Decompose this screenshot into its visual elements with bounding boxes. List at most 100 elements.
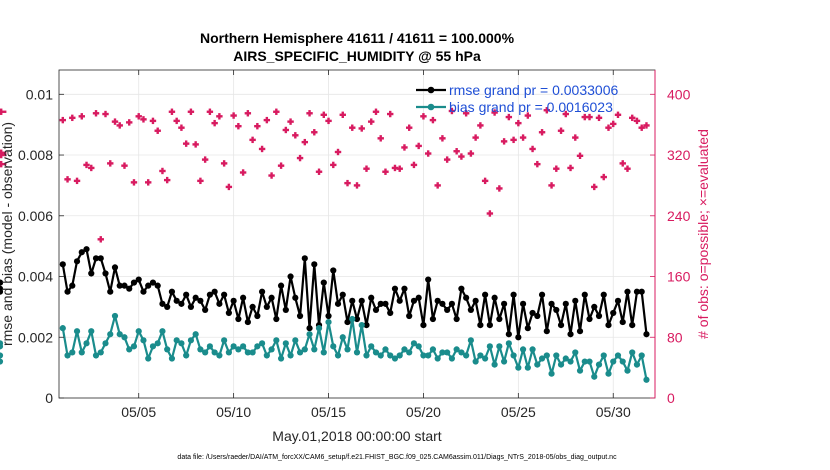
nobs-point-vertical <box>346 179 349 187</box>
nobs-point-vertical <box>104 110 107 118</box>
rmse-point <box>173 297 180 304</box>
rmse-point <box>463 294 470 301</box>
rmse-point <box>458 285 465 292</box>
nobs-point-vertical <box>156 127 159 134</box>
series-rmse <box>0 246 650 341</box>
nobs-point-vertical <box>90 164 93 172</box>
nobs-point-vertical <box>175 117 178 125</box>
nobs-point-vertical <box>498 185 501 192</box>
bias-point <box>581 358 588 365</box>
bias-point <box>225 349 232 356</box>
bias-point <box>463 352 470 359</box>
rmse-point <box>353 315 361 323</box>
rmse-point <box>439 300 446 307</box>
nobs-point-vertical <box>545 107 549 114</box>
y-axis-right-label: # of obs: o=possible; ×=evaluated <box>695 129 711 339</box>
bias-point <box>78 349 85 356</box>
legend-marker-rmse <box>427 86 435 94</box>
nobs-point-vertical <box>431 116 435 124</box>
bias-point <box>154 340 161 347</box>
nobs-point-vertical <box>109 160 112 167</box>
bias-point <box>240 343 247 350</box>
nobs-point-vertical <box>417 142 420 150</box>
bias-point <box>197 346 204 353</box>
rmse-point <box>586 315 593 323</box>
rmse-point <box>467 306 474 314</box>
rmse-point <box>287 273 294 280</box>
rmse-point <box>434 297 441 304</box>
nobs-point-vertical <box>384 168 387 175</box>
y-right-tick-label: 240 <box>667 208 691 224</box>
rmse-point <box>505 331 512 338</box>
rmse-point <box>292 294 299 301</box>
nobs-point-vertical <box>365 165 368 172</box>
rmse-point <box>116 282 123 289</box>
bias-point <box>69 349 76 356</box>
bias-point <box>534 361 541 368</box>
series-layer <box>0 107 650 383</box>
rmse-point <box>410 297 418 304</box>
bias-point <box>368 343 375 350</box>
bias-point <box>187 337 195 344</box>
rmse-point <box>377 300 384 307</box>
nobs-point <box>0 153 7 157</box>
bias-point <box>429 346 437 353</box>
nobs-point-vertical <box>426 150 430 157</box>
bias-point <box>282 340 289 347</box>
nobs-point-vertical <box>370 118 373 125</box>
bias-point <box>643 376 650 383</box>
nobs-point-vertical <box>246 110 250 117</box>
bias-point <box>344 346 351 353</box>
rmse-point <box>543 328 550 335</box>
nobs-point-vertical <box>194 141 197 148</box>
rmse-point <box>372 306 380 314</box>
rmse-point <box>202 306 209 314</box>
rmse-point <box>240 294 247 301</box>
rmse-point <box>216 300 223 307</box>
bias-point <box>619 358 626 365</box>
bias-point <box>216 352 223 359</box>
bias-point <box>420 352 427 359</box>
x-tick-label: 05/15 <box>311 404 346 420</box>
rmse-point <box>548 300 555 307</box>
bias-point <box>315 325 323 332</box>
nobs-point-vertical <box>483 177 487 185</box>
nobs-point-vertical <box>583 113 586 121</box>
bias-point <box>168 355 176 362</box>
nobs-point-vertical <box>341 111 344 118</box>
rmse-point <box>396 297 403 304</box>
nobs-point-vertical <box>61 116 64 124</box>
rmse-point <box>605 322 612 329</box>
rmse-point <box>197 297 204 304</box>
rmse-point <box>178 300 185 307</box>
bias-point <box>349 315 356 323</box>
rmse-point <box>595 312 603 320</box>
rmse-point <box>486 322 493 329</box>
rmse-point <box>263 303 270 310</box>
chart-title-line1: Northern Hemisphere 41611 / 41611 = 100.… <box>200 30 515 46</box>
nobs-point-vertical <box>66 176 69 183</box>
nobs-point-vertical <box>559 127 563 134</box>
rmse-point <box>415 294 422 301</box>
bias-point <box>126 346 133 353</box>
nobs-point-vertical <box>521 134 525 141</box>
rmse-point <box>221 291 228 298</box>
nobs-point-vertical <box>555 165 558 172</box>
bias-point <box>121 334 128 341</box>
nobs-point-vertical <box>393 164 397 172</box>
bias-point <box>0 358 4 365</box>
rmse-point <box>524 325 531 332</box>
rmse-line <box>61 248 648 339</box>
nobs-point-vertical <box>507 113 511 121</box>
nobs-point-vertical <box>574 134 577 141</box>
nobs-point-vertical <box>275 108 278 115</box>
bias-point <box>83 340 90 347</box>
y-right-tick-label: 160 <box>667 269 691 285</box>
nobs-point-vertical <box>407 124 411 131</box>
bias-point <box>472 358 479 365</box>
y-right-tick-label: 80 <box>667 329 683 345</box>
rmse-point <box>159 300 166 307</box>
bias-point <box>277 355 285 362</box>
rmse-point <box>0 288 4 295</box>
nobs-point-vertical <box>616 111 620 118</box>
